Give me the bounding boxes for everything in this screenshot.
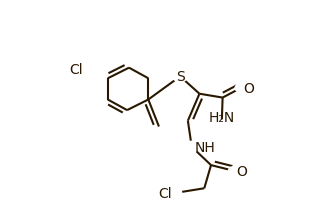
Text: NH: NH — [194, 140, 215, 154]
Text: Cl: Cl — [69, 62, 83, 76]
Text: H₂N: H₂N — [208, 111, 235, 125]
Ellipse shape — [184, 142, 199, 153]
Ellipse shape — [167, 188, 182, 199]
Ellipse shape — [173, 71, 187, 82]
Ellipse shape — [228, 167, 240, 175]
Ellipse shape — [213, 120, 230, 133]
Text: O: O — [243, 82, 254, 95]
Text: Cl: Cl — [158, 186, 172, 200]
Text: S: S — [176, 70, 185, 84]
Text: O: O — [237, 164, 247, 178]
Ellipse shape — [78, 64, 93, 75]
Ellipse shape — [235, 84, 247, 93]
